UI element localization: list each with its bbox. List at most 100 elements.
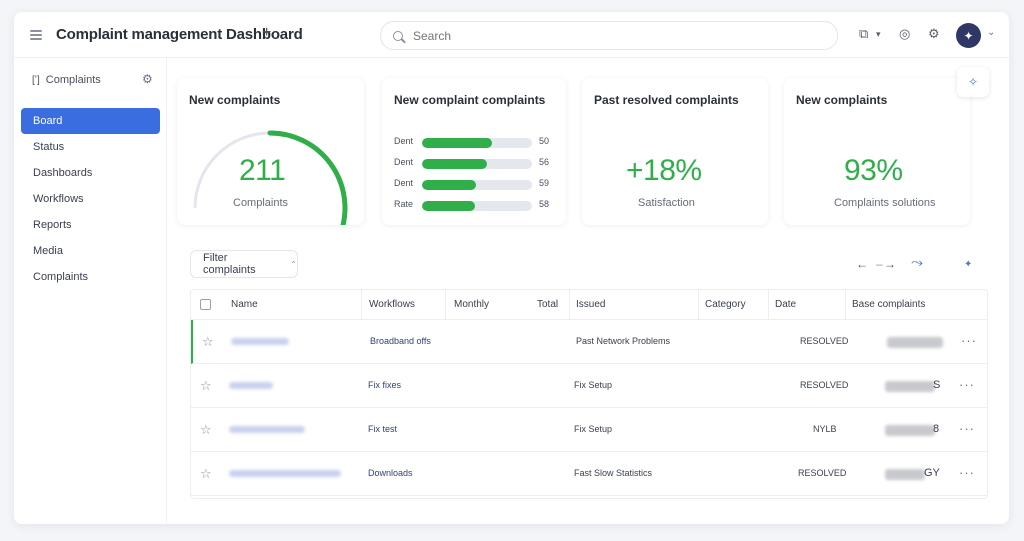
row-workflow[interactable]: Downloads	[368, 468, 413, 478]
row-workflow[interactable]: Fix test	[368, 424, 398, 434]
bell-icon[interactable]: ⚙	[928, 26, 940, 41]
bar-track	[422, 201, 532, 211]
sparkle-icon[interactable]: ✦	[964, 259, 973, 270]
column-header-total[interactable]: Total	[537, 299, 559, 310]
bar-label: Dent	[394, 136, 414, 146]
avatar[interactable]: ✦	[956, 23, 981, 48]
select-all-checkbox[interactable]	[200, 299, 211, 310]
table-row[interactable]: ☆ Fix test Fix Setup NYLB 8 ···	[191, 408, 987, 452]
column-divider	[445, 290, 446, 320]
cube-icon[interactable]: ⧉	[859, 26, 869, 41]
bar-track	[422, 180, 532, 190]
hamburger-menu-icon[interactable]	[30, 30, 42, 40]
caret-icon[interactable]: ▾	[876, 29, 881, 39]
favorite-star-icon[interactable]: ☆	[200, 466, 212, 481]
sidebar-item-board[interactable]: Board	[21, 108, 160, 134]
add-tab-button[interactable]: +	[262, 24, 272, 41]
search-input[interactable]	[413, 28, 793, 43]
row-status: NYLB	[813, 424, 837, 434]
redacted-name	[229, 382, 273, 389]
filter-label: Filter complaints	[203, 252, 256, 276]
redacted-name	[231, 338, 289, 345]
search-bar[interactable]	[380, 21, 838, 50]
resolved-change-value: +18%	[626, 154, 702, 187]
sidebar-heading-icon: [ʼ]	[32, 74, 40, 86]
row-issue: Fast Slow Statistics	[574, 468, 653, 478]
sidebar-item-complaints[interactable]: Complaints	[33, 271, 89, 283]
row-status: RESOLVED	[800, 336, 849, 346]
new-complaints-caption: Complaints	[233, 197, 289, 209]
column-header-category[interactable]: Category	[705, 299, 746, 310]
column-header-date[interactable]: Date	[775, 299, 797, 310]
complaint-rate-value: 93%	[844, 154, 903, 187]
row-workflow[interactable]: Broadband offs	[370, 336, 431, 346]
row-workflow[interactable]: Fix fixes	[368, 380, 402, 390]
row-more-actions-icon[interactable]: ···	[959, 421, 975, 436]
sidebar-item-reports[interactable]: Reports	[33, 219, 72, 231]
bar-fill	[422, 180, 476, 190]
table-header: Name Workflows Monthly Total Issued Cate…	[191, 290, 987, 320]
row-amount-suffix: S	[933, 379, 941, 391]
bar-value: 58	[539, 199, 550, 209]
sidebar-heading: [ʼ] Complaints	[32, 74, 101, 86]
bar-label: Dent	[394, 178, 414, 188]
redacted-amount	[885, 381, 935, 392]
table-row[interactable]: ☆ Fix fixes Fix Setup RESOLVED S ···	[191, 364, 987, 408]
column-divider	[698, 290, 699, 320]
row-more-actions-icon[interactable]: ···	[959, 377, 975, 392]
favorite-star-icon[interactable]: ☆	[200, 422, 212, 437]
column-header-workflows[interactable]: Workflows	[369, 299, 415, 310]
gauge-fill	[267, 130, 348, 225]
row-status: RESOLVED	[798, 468, 847, 478]
complaint-rate-caption: Complaints solutions	[834, 197, 936, 209]
sidebar-item-media[interactable]: Media	[33, 245, 63, 257]
table-row[interactable]: ☆ Downloads Fast Slow Statistics RESOLVE…	[191, 452, 987, 496]
bar-value: 50	[539, 136, 550, 146]
help-icon[interactable]: ◎	[899, 26, 911, 41]
row-issue: Past Network Problems	[576, 336, 671, 346]
table-row[interactable]: ☆ Broadband offs Past Network Problems R…	[191, 320, 987, 364]
sidebar: [ʼ] Complaints ⚙ Board Status Dashboards…	[14, 58, 167, 524]
sidebar-item-dashboards[interactable]: Dashboards	[33, 167, 93, 179]
bar-fill	[422, 201, 475, 211]
column-header-monthly[interactable]: Monthly	[454, 299, 490, 310]
sidebar-item-workflows[interactable]: Workflows	[33, 193, 84, 205]
row-more-actions-icon[interactable]: ···	[961, 333, 977, 348]
row-more-actions-icon[interactable]: ···	[959, 465, 975, 480]
bar-track	[422, 138, 532, 148]
card-resolved-complaints: Past resolved complaints +18% Satisfacti…	[582, 78, 768, 225]
card-title: Past resolved complaints	[594, 93, 739, 107]
redacted-amount	[887, 337, 943, 348]
column-divider	[768, 290, 769, 320]
sidebar-item-status[interactable]: Status	[33, 141, 65, 153]
column-header-issued[interactable]: Issued	[576, 299, 606, 310]
card-title: New complaints	[189, 93, 281, 107]
redacted-amount	[885, 469, 925, 480]
card-complaint-rate: New complaints 93% Complaints solutions	[784, 78, 970, 225]
app-title: Complaint management Dashboard	[56, 26, 303, 43]
sparkle-action-button[interactable]: ✧	[957, 67, 989, 97]
top-header: Complaint management Dashboard + ⧉ ▾ ◎ ⚙…	[14, 12, 1009, 58]
favorite-star-icon[interactable]: ☆	[200, 378, 212, 393]
card-new-complaints: New complaints 211 Complaints	[177, 78, 364, 225]
column-divider	[361, 290, 362, 320]
row-amount-suffix: 8	[933, 423, 940, 435]
next-arrow-icon[interactable]: →	[884, 257, 896, 271]
row-status: RESOLVED	[800, 380, 849, 390]
favorite-star-icon[interactable]: ☆	[202, 334, 214, 349]
nav-separator: –	[876, 257, 883, 271]
bar-value: 56	[539, 157, 550, 167]
bar-label: Dent	[394, 157, 414, 167]
settings-gear-icon[interactable]: ⚙	[142, 72, 153, 86]
column-divider	[845, 290, 846, 320]
bar-row: Rate 58	[394, 198, 554, 212]
avatar-caret-icon[interactable]: ⌄	[987, 27, 996, 38]
column-header-base-complaints[interactable]: Base complaints	[852, 299, 926, 310]
gauge-chart	[193, 130, 348, 225]
sidebar-heading-label: Complaints	[45, 74, 101, 86]
prev-arrow-icon[interactable]: ←	[856, 257, 868, 271]
filter-dropdown[interactable]: Filter complaints ⌃	[190, 250, 298, 278]
redacted-name	[229, 426, 305, 433]
column-header-name[interactable]: Name	[231, 299, 258, 310]
link-icon[interactable]: ⤳	[911, 254, 924, 271]
